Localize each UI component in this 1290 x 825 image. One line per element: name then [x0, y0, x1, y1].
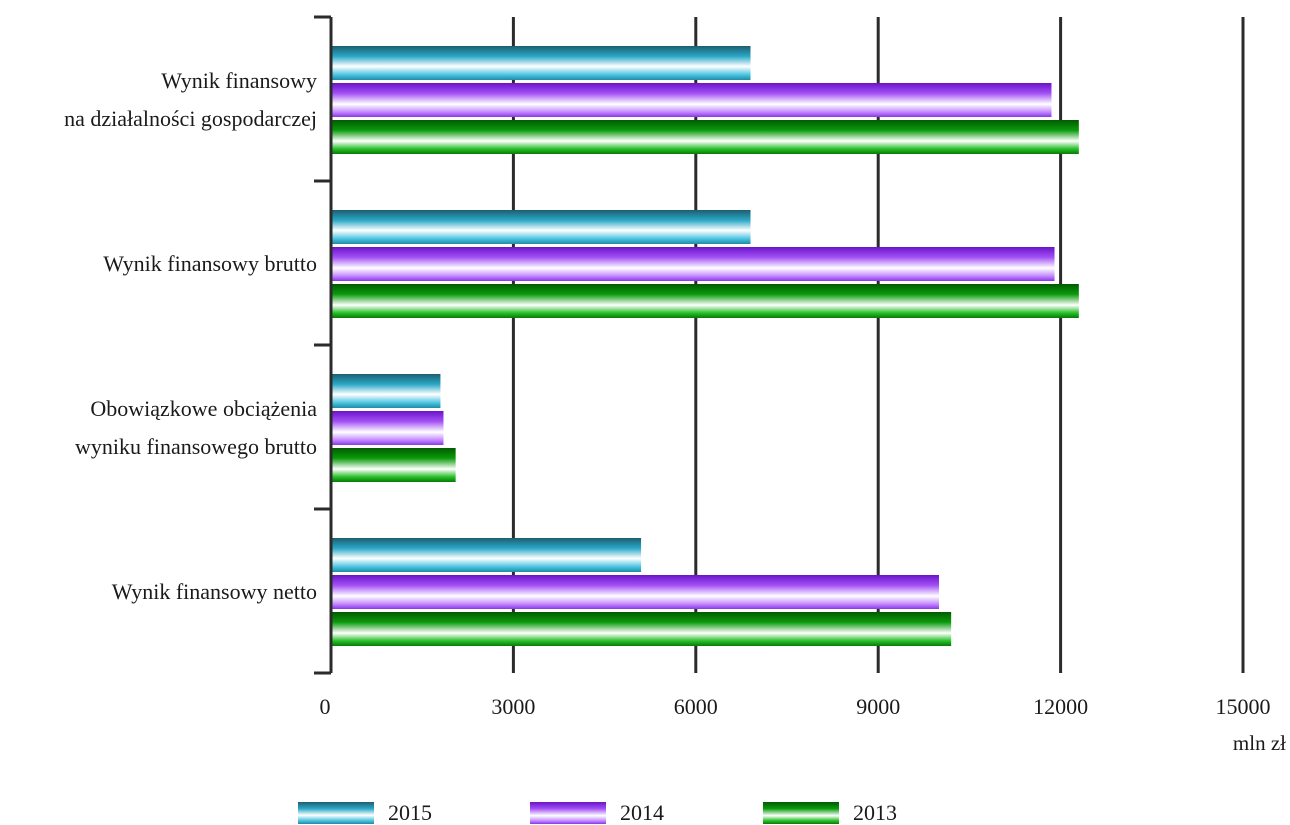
bar-2013-3	[331, 448, 456, 482]
x-tick-labels: 0 3000 6000 9000 12000 15000	[320, 694, 1271, 719]
legend-label: 2015	[388, 800, 432, 825]
bar-2015-4	[331, 538, 642, 572]
x-tick-label: 0	[320, 694, 331, 719]
category-label: Wynik finansowy na działalności gospodarc…	[64, 68, 317, 131]
legend-item-2015: 2015	[298, 800, 432, 825]
legend-label: 2014	[620, 800, 664, 825]
x-tick-label: 3000	[491, 694, 535, 719]
bar-2014-4	[331, 575, 939, 609]
category-axis	[314, 15, 333, 675]
bar-2014-3	[331, 411, 444, 445]
x-tick-label: 6000	[674, 694, 718, 719]
x-tick-label: 9000	[856, 694, 900, 719]
category-labels: Wynik finansowy na działalności gospodarc…	[64, 68, 317, 604]
x-axis-unit: mln zł	[1233, 731, 1286, 755]
legend-item-2014: 2014	[530, 800, 664, 825]
bar-2013-1	[331, 120, 1079, 154]
bars	[331, 46, 1079, 646]
category-label-line: Wynik finansowy	[161, 68, 317, 93]
legend-item-2013: 2013	[763, 800, 897, 825]
category-label-line: na działalności gospodarczej	[64, 106, 317, 131]
x-tick-label: 12000	[1033, 694, 1088, 719]
legend-swatch	[763, 802, 839, 824]
bar-2015-1	[331, 46, 751, 80]
bar-2013-4	[331, 612, 952, 646]
bar-2013-2	[331, 284, 1079, 318]
legend-swatch	[530, 802, 606, 824]
bar-2014-2	[331, 247, 1055, 281]
bar-2014-1	[331, 83, 1052, 117]
category-label: Obowiązkowe obciążenia wyniku finansowego…	[75, 396, 317, 459]
x-tick-label: 15000	[1216, 694, 1271, 719]
category-label-line: Obowiązkowe obciążenia	[90, 396, 317, 421]
category-label-line: Wynik finansowy netto	[112, 579, 317, 604]
category-label-line: wyniku finansowego brutto	[75, 434, 317, 459]
category-label: Wynik finansowy netto	[112, 579, 317, 604]
legend: 2015 2014 2013	[298, 800, 897, 825]
legend-label: 2013	[853, 800, 897, 825]
bar-2015-3	[331, 374, 441, 408]
legend-swatch	[298, 802, 374, 824]
bar-2015-2	[331, 210, 751, 244]
category-label-line: Wynik finansowy brutto	[103, 251, 317, 276]
category-label: Wynik finansowy brutto	[103, 251, 317, 276]
